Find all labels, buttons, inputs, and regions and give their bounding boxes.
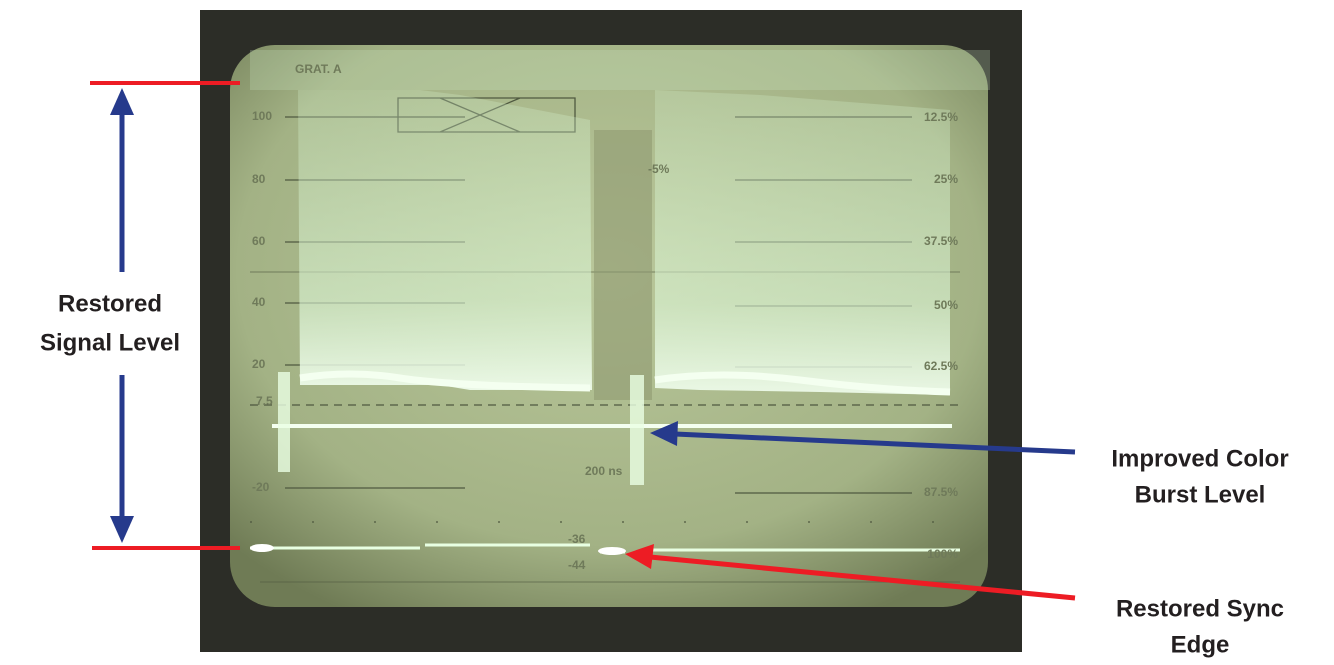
right-scale-label: 50% (934, 298, 958, 312)
arrow-shaft (674, 431, 1076, 455)
sync-mark: -36 (568, 532, 586, 546)
annotation-label: Restored Sync (1116, 595, 1284, 622)
burst (278, 372, 290, 472)
left-scale-label: 60 (252, 234, 266, 248)
waveform (250, 90, 960, 555)
sync-mark: -44 (568, 558, 586, 572)
annotation-label: Restored (58, 290, 162, 317)
setup-label: 7.5 (256, 394, 273, 408)
waveform-trace (299, 370, 591, 392)
right-scale-label: 87.5% (924, 485, 958, 499)
waveform-trace (655, 90, 950, 395)
arrow-head (650, 421, 678, 446)
right-scale-label: 37.5% (924, 234, 958, 248)
left-scale-label: 100 (252, 109, 272, 123)
annotation-label: Signal Level (40, 329, 180, 356)
arrow-head (625, 544, 654, 569)
annotation-label: Improved Color (1111, 445, 1288, 472)
timing-mark: 200 ns (585, 464, 623, 478)
left-scale-label: -20 (252, 480, 270, 494)
right-scale-label: 25% (934, 172, 958, 186)
arrow-shaft (649, 554, 1076, 601)
sync-tip (250, 543, 960, 554)
annotation-label: Edge (1171, 631, 1230, 658)
arrow-head (110, 88, 134, 115)
right-scale-label: 100% (927, 547, 958, 561)
glare (250, 50, 990, 90)
sync-edge (598, 547, 626, 555)
blanking (594, 130, 652, 400)
right-scale-label: 62.5% (924, 359, 958, 373)
arrow-head (110, 516, 134, 543)
left-scale-label: 80 (252, 172, 266, 186)
right-scale-label: 12.5% (924, 110, 958, 124)
left-scale-label: 20 (252, 357, 266, 371)
graticule-name: GRAT. A (295, 62, 342, 76)
phase-mark: -5% (648, 162, 670, 176)
left-scale-label: 40 (252, 295, 266, 309)
waveform-trace (654, 371, 951, 396)
burst (630, 375, 644, 485)
waveform-trace (298, 90, 592, 390)
annotation-label: Burst Level (1135, 481, 1266, 508)
sync-edge (250, 544, 274, 552)
